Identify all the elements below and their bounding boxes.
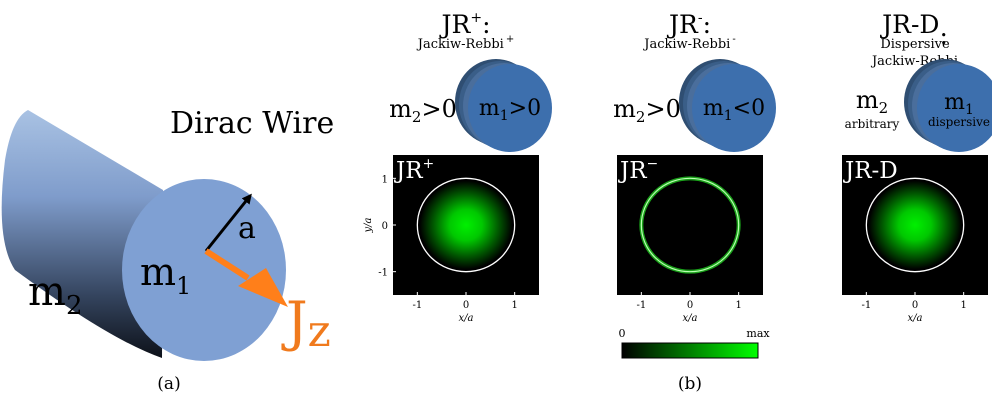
plot-label: JR− <box>618 156 658 184</box>
wire-boundary <box>865 177 965 273</box>
colorbar-gradient <box>621 342 759 359</box>
current-label: Jz <box>281 290 331 357</box>
y-tick-label: -1 <box>378 268 388 279</box>
svg-text:Jz: Jz <box>281 290 331 357</box>
inner-mass-condition: m1<0 <box>703 96 765 124</box>
current-arrow-shaft <box>204 248 250 281</box>
svg-text:m1: m1 <box>140 250 191 300</box>
plot-label: JR-D <box>843 158 898 184</box>
column-jr-minus: JR-:Jackiw-Rebbi -m1<0 m2>0 JR− -1 0 1 x/a <box>613 10 776 324</box>
colorbar-min-label: 0 <box>619 327 626 340</box>
inner-mass-condition: m1>0 <box>479 96 541 124</box>
outer-mass-condition: m2 <box>856 86 888 117</box>
x-axis-label: x/a <box>908 313 923 324</box>
x-tick-label: -1 <box>861 300 871 311</box>
column-subtitle: Jackiw-Rebbi + <box>416 34 514 52</box>
panel-b-caption: (b) <box>678 374 702 394</box>
plot-label: JR+ <box>394 156 434 184</box>
panel-b: JR+:Jackiw-Rebbi + m1>0 m2>0 JR+ -1 1 0 0 1 -1 x/a y… <box>363 10 992 324</box>
wire-boundary <box>640 177 740 273</box>
x-tick-label: -1 <box>412 300 422 311</box>
column-jr-d: JR-D:DispersiveJackiw-Rebbim1dispersivem… <box>842 10 992 324</box>
outer-mass-condition: m2>0 <box>613 95 681 126</box>
x-tick-label: 1 <box>511 300 517 311</box>
y-tick-label: 0 <box>382 221 388 232</box>
y-axis-label: y/a <box>363 217 374 233</box>
x-tick-label: -1 <box>636 300 646 311</box>
column-jr-plus: JR+:Jackiw-Rebbi + m1>0 m2>0 JR+ -1 1 0 0 1 -1 x/a y… <box>363 10 552 324</box>
density-plot: JR-D -1 0 1 x/a <box>842 155 988 324</box>
svg-text:m2: m2 <box>28 269 82 321</box>
y-tick-label: 1 <box>382 174 388 185</box>
wire-boundary <box>416 177 516 273</box>
outer-mass-condition: m2>0 <box>389 95 457 126</box>
x-tick-label: 0 <box>463 300 469 311</box>
x-tick-label: 0 <box>687 300 693 311</box>
inner-mass-label: m1 <box>140 250 191 300</box>
x-tick-label: 0 <box>912 300 918 311</box>
inner-mass-condition: m1 <box>944 90 974 118</box>
x-axis-label: x/a <box>459 313 474 324</box>
mass-disks-icon <box>679 59 776 152</box>
radius-arrow <box>204 193 252 252</box>
radius-label: a <box>238 211 256 246</box>
density-plot: JR− -1 0 1 x/a <box>617 155 763 324</box>
x-tick-label: 1 <box>735 300 741 311</box>
column-title: JR-: <box>666 10 711 39</box>
x-axis-label: x/a <box>683 313 698 324</box>
dirac-wire-cylinder <box>1 110 286 361</box>
density-plot: JR+ -1 1 0 0 1 -1 x/a y/a <box>363 155 539 324</box>
panel-a: Dirac Wire a m1 m2 Jz (a) <box>1 106 334 394</box>
x-tick-label: 1 <box>960 300 966 311</box>
current-arrow-head <box>238 268 288 307</box>
column-subtitle: Jackiw-Rebbi - <box>642 34 735 52</box>
outer-mass-label: m2 <box>28 269 82 321</box>
panel-a-caption: (a) <box>157 374 180 394</box>
mass-disks-icon <box>455 59 552 152</box>
wire-end-face <box>122 179 286 361</box>
outer-mass-note: arbitrary <box>845 117 900 131</box>
mass-disks-icon <box>904 59 992 152</box>
column-title: JR-D: <box>879 10 948 50</box>
colorbar: 0 max <box>619 327 770 359</box>
colorbar-max-label: max <box>746 327 770 340</box>
density-gaussian <box>868 180 962 270</box>
inner-mass-note: dispersive <box>928 115 990 129</box>
column-title: JR+: <box>438 10 490 39</box>
column-subtitle: Dispersive <box>880 37 950 52</box>
density-gaussian <box>419 180 513 270</box>
dirac-wire-title: Dirac Wire <box>170 106 334 141</box>
